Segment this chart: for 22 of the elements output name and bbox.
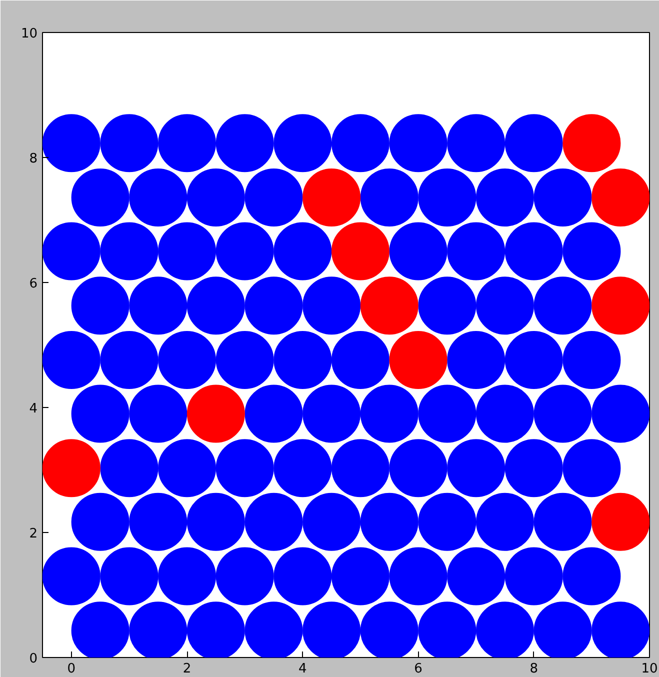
y-tick-label: 6 [29,276,38,292]
y-tick-label: 10 [20,26,38,42]
point [592,492,650,551]
x-tick-label: 6 [414,662,422,676]
y-tick-label: 2 [29,526,38,542]
point [186,384,245,443]
x-tick-label: 4 [298,662,307,676]
point [592,168,650,226]
x-tick-label: 8 [530,662,538,676]
point [562,114,621,172]
y-tick-label: 0 [29,652,38,666]
point [389,331,448,389]
point [331,222,390,280]
x-tick-label: 10 [641,662,658,676]
x-tick-label: 0 [67,662,76,676]
y-tick-label: 8 [29,152,38,166]
point [302,168,361,226]
point [360,276,418,335]
point [592,276,650,335]
y-tick-label: 4 [29,402,38,416]
point [42,439,100,498]
x-tick-label: 2 [182,662,192,676]
